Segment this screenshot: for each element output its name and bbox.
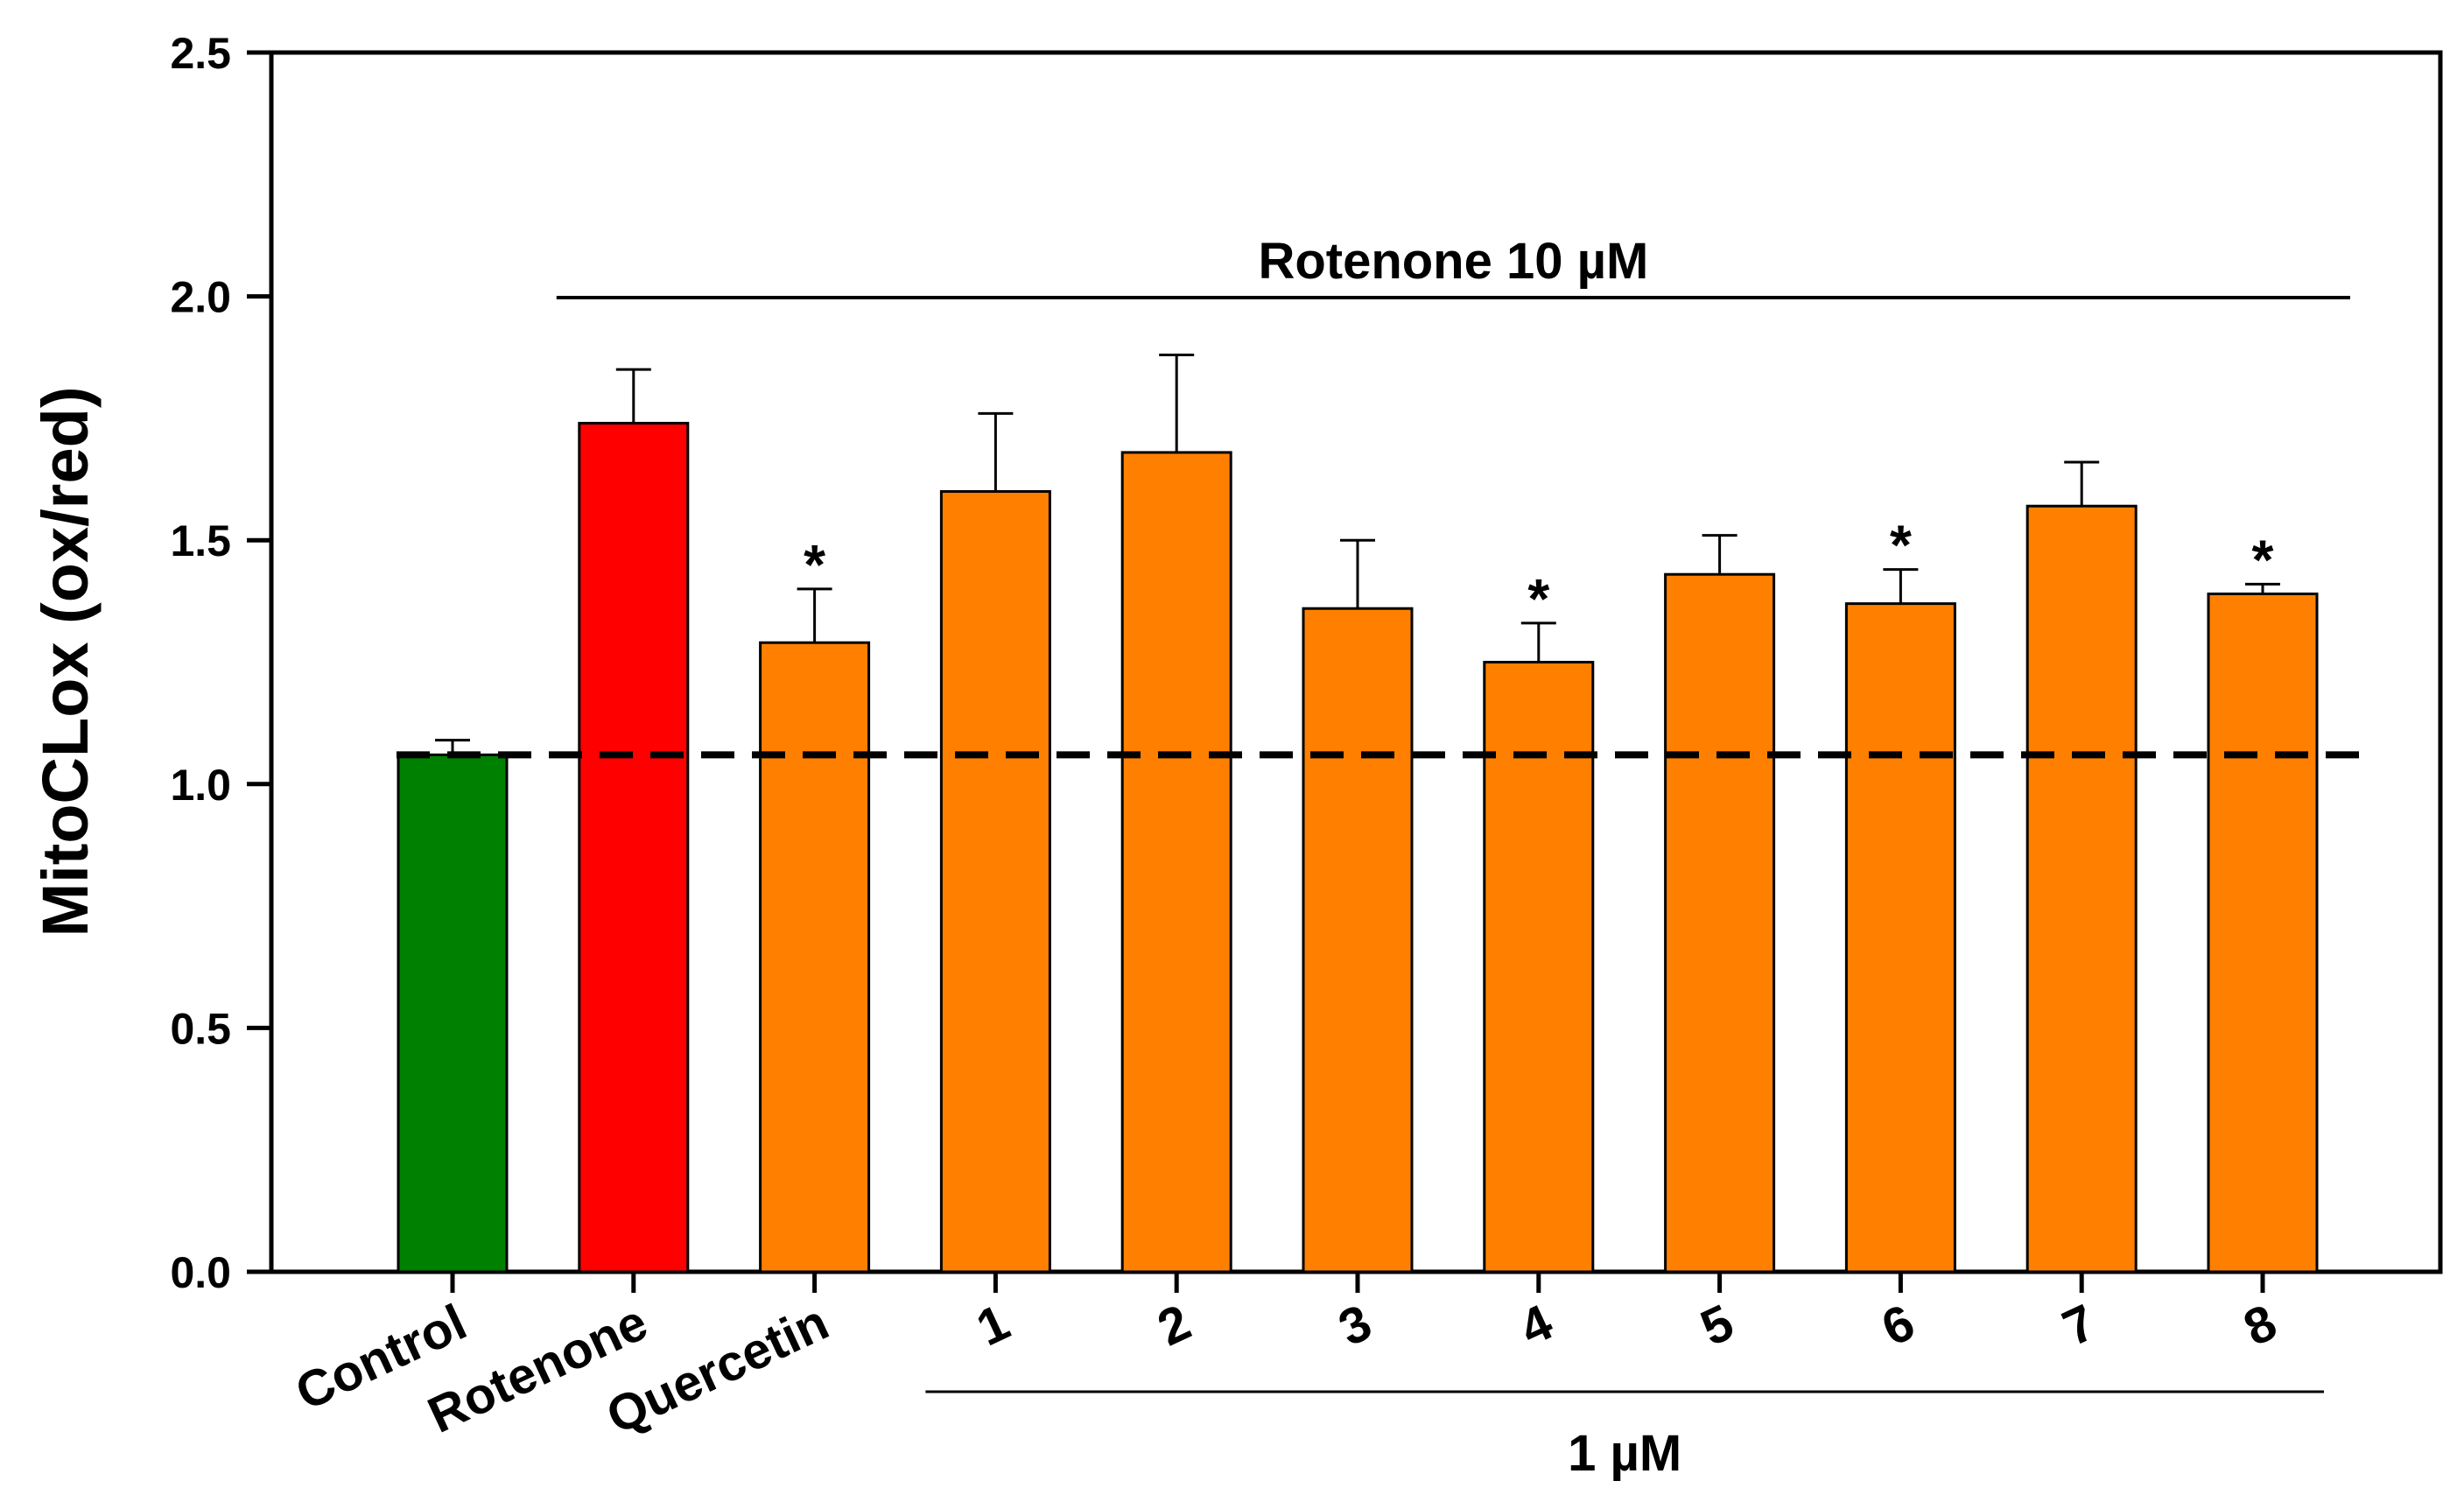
x-tick-label: 3 [1330,1294,1380,1358]
bar-7 [2025,504,2138,1274]
y-axis-title: MitoCLox (ox/red) [29,387,102,937]
bar-quercetin [759,641,871,1274]
x-tick-label: 1 [968,1294,1018,1358]
bar-8 [2207,592,2319,1274]
bar-rotenone [578,421,690,1274]
y-tick-label: 0.0 [170,1248,231,1297]
x-tick-label: 4 [1512,1294,1562,1358]
group-label-top: Rotenone 10 µM [1258,233,1648,290]
bar-6 [1844,602,1956,1274]
group-label-bottom: 1 µM [1568,1425,1681,1482]
y-tick-label: 2.5 [170,29,231,78]
x-tick-label: 6 [1873,1294,1923,1358]
x-tick-label: 8 [2236,1294,2285,1358]
significance-marker: * [1890,514,1912,577]
x-tick-label: 2 [1149,1294,1199,1358]
bar-control [397,753,509,1274]
bar-1 [939,489,1051,1274]
bar-3 [1302,607,1414,1274]
x-tick-label: 5 [1692,1294,1742,1358]
significance-marker: * [804,533,825,596]
y-tick-label: 1.5 [170,516,231,565]
y-tick-label: 1.0 [170,761,231,810]
significance-marker: * [1527,567,1549,630]
x-tick-label: 7 [2054,1294,2104,1358]
y-tick-label: 0.5 [170,1004,231,1053]
y-tick-label: 2.0 [170,273,231,322]
significance-marker: * [2252,528,2274,591]
bar-5 [1664,572,1776,1274]
bar-4 [1483,661,1595,1274]
bar-2 [1120,451,1232,1274]
